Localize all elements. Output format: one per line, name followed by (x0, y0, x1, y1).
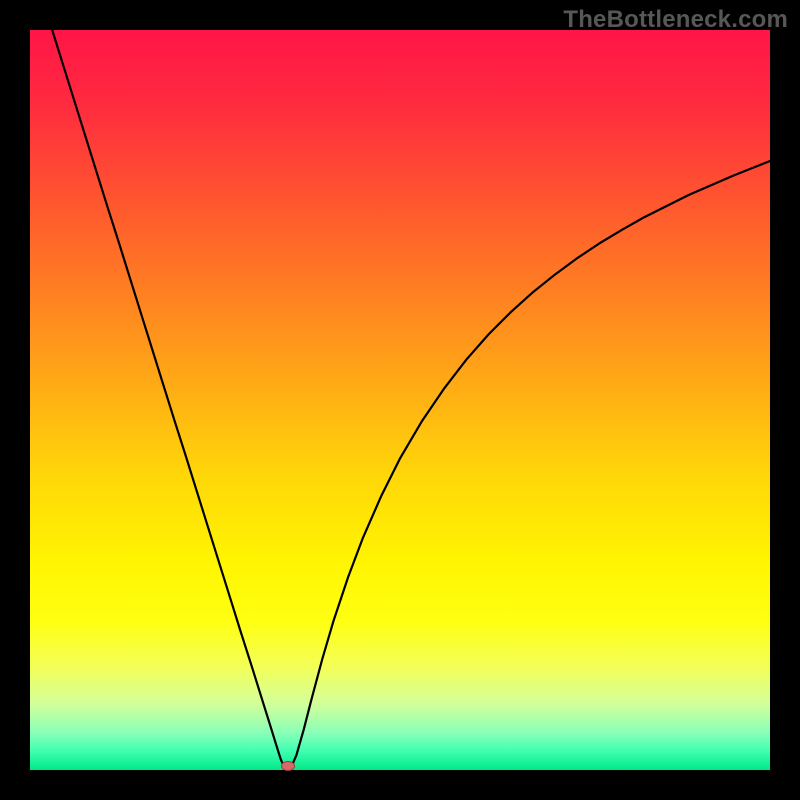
plot-area (30, 30, 770, 770)
chart-frame: TheBottleneck.com (0, 0, 800, 800)
curve-path (52, 30, 770, 770)
watermark-text: TheBottleneck.com (563, 6, 788, 34)
optimal-point-marker (281, 761, 295, 771)
bottleneck-curve (30, 30, 770, 770)
